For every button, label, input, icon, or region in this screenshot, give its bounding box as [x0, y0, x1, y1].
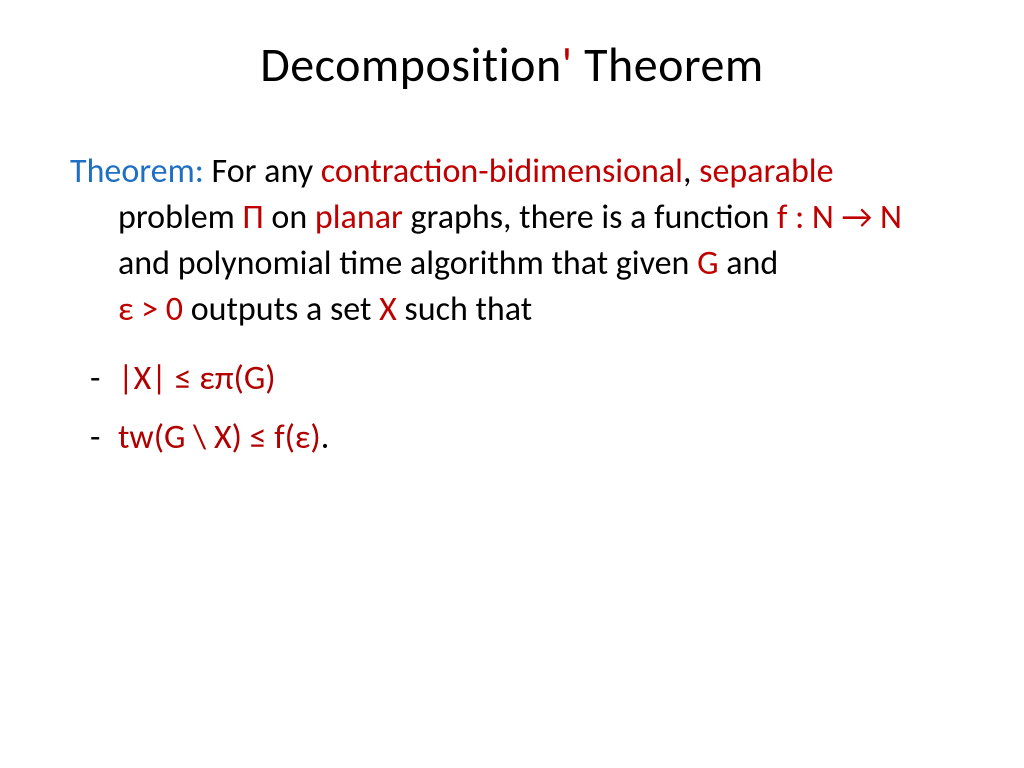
t5: problem [118, 197, 243, 238]
t16: outputs a set [183, 289, 379, 330]
t8: planar [315, 197, 403, 238]
t17: X [379, 289, 397, 330]
bullet-2-tail: . [321, 417, 330, 458]
slide-title: Decomposition' Theorem [70, 35, 954, 94]
t10: f : N [777, 197, 841, 238]
t2: contraction-bidimensional [321, 151, 683, 192]
arrow-icon: → [842, 197, 873, 238]
t3: , [683, 151, 699, 192]
t14: and [719, 243, 779, 284]
t7: on [264, 197, 315, 238]
bullet-1-expr: |X| ≤ επ(G) [118, 358, 276, 399]
t9: graphs, there is a function [403, 197, 777, 238]
slide-container: Decomposition' Theorem Theorem: For any … [0, 0, 1024, 768]
t1: For any [204, 151, 321, 192]
t4: separable [699, 151, 833, 192]
title-part1: Decomposition [260, 35, 561, 94]
t11: N [872, 197, 902, 238]
bullet-dash: - [90, 412, 118, 463]
t18: such that [397, 289, 532, 330]
bullet-2-expr: tw(G \ X) ≤ f(ε) [118, 417, 321, 458]
theorem-statement: Theorem: For any contraction-bidimension… [70, 149, 954, 333]
t15: ε > 0 [118, 289, 183, 330]
t6: Π [243, 197, 264, 238]
t12: and polynomial time algorithm that given [118, 243, 697, 284]
bullet-2: -tw(G \ X) ≤ f(ε). [70, 412, 954, 463]
title-apostrophe: ' [562, 35, 573, 94]
theorem-label: Theorem: [70, 151, 204, 192]
bullet-1: -|X| ≤ επ(G) [70, 353, 954, 404]
t13: G [697, 243, 718, 284]
title-part2: Theorem [573, 35, 764, 94]
bullet-dash: - [90, 353, 118, 404]
